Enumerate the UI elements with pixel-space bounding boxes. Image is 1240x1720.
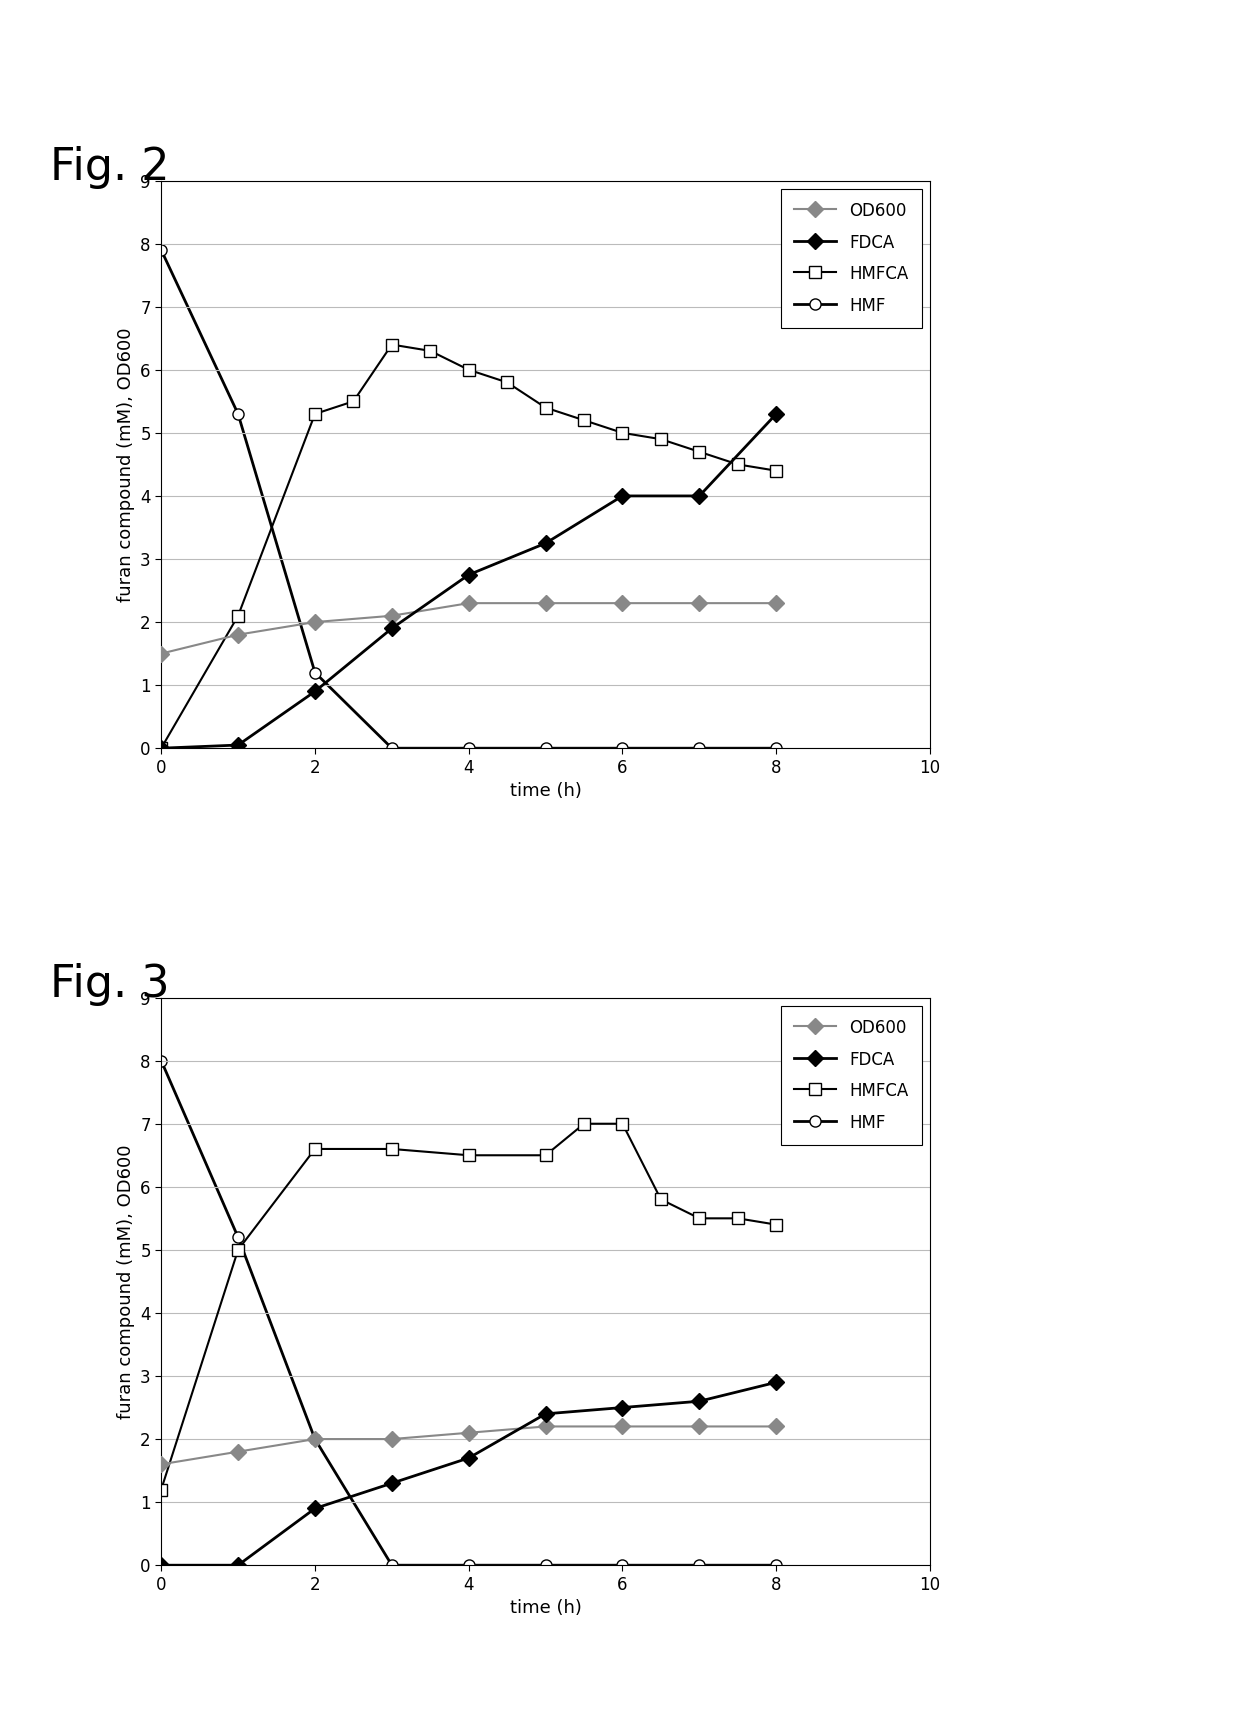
FDCA	[615, 485, 630, 506]
OD600	[231, 624, 246, 645]
Line: HMFCA: HMFCA	[156, 1118, 781, 1495]
HMFCA	[769, 1214, 784, 1235]
HMFCA	[653, 1189, 668, 1209]
HMF	[692, 738, 707, 759]
HMF	[769, 1555, 784, 1576]
FDCA	[461, 1448, 476, 1469]
HMF	[769, 738, 784, 759]
HMFCA	[308, 1139, 322, 1159]
Line: HMF: HMF	[156, 244, 781, 753]
Y-axis label: furan compound (mM), OD600: furan compound (mM), OD600	[117, 1144, 135, 1419]
FDCA	[308, 1498, 322, 1519]
HMFCA	[154, 738, 169, 759]
OD600	[461, 1422, 476, 1443]
HMFCA	[692, 1207, 707, 1228]
FDCA	[154, 738, 169, 759]
HMF	[692, 1555, 707, 1576]
FDCA	[692, 485, 707, 506]
FDCA	[384, 617, 399, 638]
OD600	[615, 1416, 630, 1436]
OD600	[538, 1416, 553, 1436]
Line: HMF: HMF	[156, 1054, 781, 1570]
FDCA	[231, 1555, 246, 1576]
FDCA	[538, 533, 553, 554]
HMFCA	[538, 1146, 553, 1166]
HMFCA	[615, 1113, 630, 1133]
HMF	[538, 738, 553, 759]
HMF	[615, 1555, 630, 1576]
Text: Fig. 3: Fig. 3	[50, 963, 169, 1006]
HMF	[231, 1226, 246, 1247]
Text: Fig. 2: Fig. 2	[50, 146, 169, 189]
OD600	[769, 593, 784, 614]
HMF	[308, 662, 322, 683]
Line: HMFCA: HMFCA	[156, 339, 781, 753]
HMFCA	[308, 404, 322, 425]
HMFCA	[615, 423, 630, 444]
FDCA	[769, 404, 784, 425]
HMF	[384, 738, 399, 759]
HMF	[231, 404, 246, 425]
HMFCA	[577, 1113, 591, 1133]
HMFCA	[730, 454, 745, 475]
HMFCA	[730, 1207, 745, 1228]
Line: OD600: OD600	[156, 597, 781, 659]
OD600	[769, 1416, 784, 1436]
Line: FDCA: FDCA	[156, 1376, 781, 1570]
HMFCA	[769, 461, 784, 482]
FDCA	[615, 1397, 630, 1417]
HMFCA	[231, 605, 246, 626]
FDCA	[538, 1404, 553, 1424]
FDCA	[384, 1472, 399, 1493]
Legend: OD600, FDCA, HMFCA, HMF: OD600, FDCA, HMFCA, HMF	[781, 189, 921, 329]
HMFCA	[154, 1479, 169, 1500]
HMFCA	[461, 359, 476, 380]
OD600	[308, 1429, 322, 1450]
HMFCA	[231, 1240, 246, 1261]
OD600	[384, 1429, 399, 1450]
OD600	[615, 593, 630, 614]
HMFCA	[384, 1139, 399, 1159]
HMF	[615, 738, 630, 759]
FDCA	[308, 681, 322, 702]
HMFCA	[461, 1146, 476, 1166]
OD600	[538, 593, 553, 614]
Line: FDCA: FDCA	[156, 408, 781, 753]
OD600	[384, 605, 399, 626]
FDCA	[769, 1373, 784, 1393]
X-axis label: time (h): time (h)	[510, 1600, 582, 1617]
Line: OD600: OD600	[156, 1421, 781, 1471]
Legend: OD600, FDCA, HMFCA, HMF: OD600, FDCA, HMFCA, HMF	[781, 1006, 921, 1146]
X-axis label: time (h): time (h)	[510, 783, 582, 800]
HMF	[154, 239, 169, 260]
HMFCA	[423, 341, 438, 361]
HMF	[154, 1051, 169, 1072]
OD600	[692, 593, 707, 614]
OD600	[231, 1441, 246, 1462]
FDCA	[692, 1391, 707, 1412]
HMF	[461, 738, 476, 759]
HMF	[461, 1555, 476, 1576]
HMFCA	[577, 409, 591, 430]
HMFCA	[653, 428, 668, 449]
FDCA	[231, 734, 246, 755]
HMFCA	[538, 397, 553, 418]
HMF	[308, 1429, 322, 1450]
HMFCA	[346, 390, 361, 411]
HMFCA	[500, 372, 515, 392]
OD600	[692, 1416, 707, 1436]
HMF	[384, 1555, 399, 1576]
HMFCA	[692, 442, 707, 463]
FDCA	[461, 564, 476, 585]
Y-axis label: furan compound (mM), OD600: furan compound (mM), OD600	[117, 327, 135, 602]
HMFCA	[384, 334, 399, 354]
FDCA	[154, 1555, 169, 1576]
OD600	[154, 643, 169, 664]
OD600	[308, 612, 322, 633]
OD600	[461, 593, 476, 614]
OD600	[154, 1453, 169, 1474]
HMF	[538, 1555, 553, 1576]
